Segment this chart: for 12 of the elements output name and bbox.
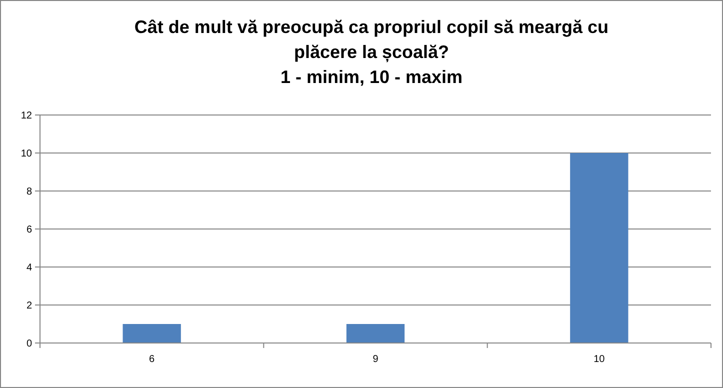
y-tick-label: 2	[26, 300, 32, 312]
x-tick-label: 9	[372, 354, 379, 365]
chart-title: Cât de mult vă preocupă ca propriul copil să meargă cu plăcere la școală?	[134, 17, 609, 63]
y-tick-label: 0	[26, 338, 32, 350]
y-tick-label: 12	[20, 110, 32, 122]
x-tick-label: 10	[594, 354, 606, 365]
chart-subtitle: 1 - minim, 10 - maxim	[280, 67, 463, 87]
y-tick-label: 8	[26, 186, 32, 198]
y-tick-label: 10	[20, 148, 32, 160]
y-tick-label: 4	[26, 262, 32, 274]
y-tick-label: 6	[26, 224, 32, 236]
x-tick-label: 6	[149, 354, 156, 365]
